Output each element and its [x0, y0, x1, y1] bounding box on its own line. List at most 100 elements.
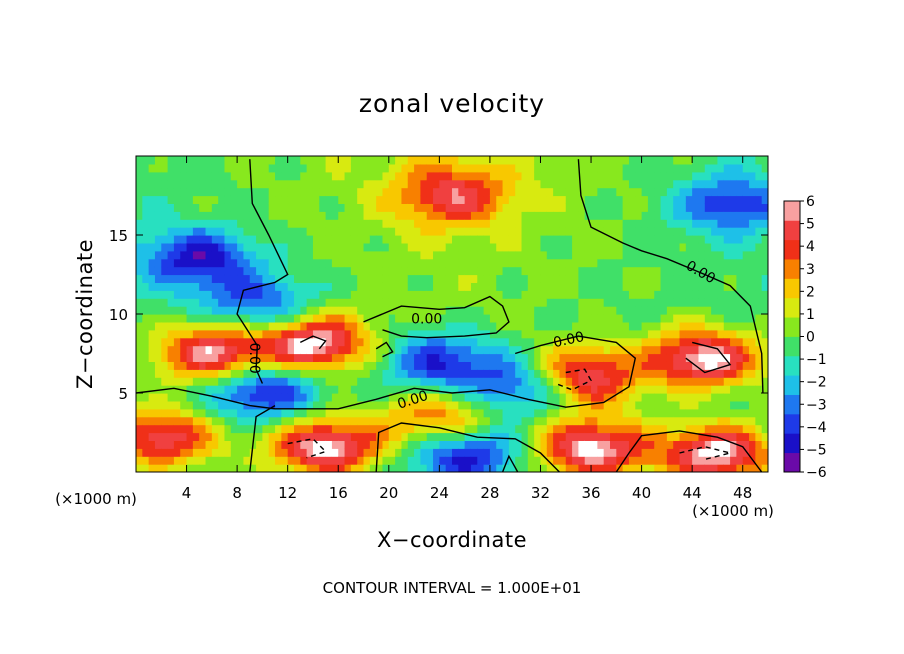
heatmap-cell [331, 211, 339, 220]
heatmap-cell [647, 314, 655, 323]
heatmap-cell [534, 227, 542, 236]
heatmap-cell [262, 227, 270, 236]
heatmap-cell [439, 195, 447, 204]
heatmap-cell [628, 235, 636, 244]
heatmap-cell [470, 298, 478, 307]
heatmap-cell [249, 179, 257, 189]
heatmap-cell [142, 432, 150, 441]
heatmap-cell [704, 179, 712, 189]
heatmap-cell [192, 408, 200, 418]
heatmap-cell [211, 314, 219, 323]
heatmap-cell [610, 321, 617, 331]
heatmap-cell [704, 448, 712, 457]
heatmap-cell [414, 203, 421, 212]
heatmap-cell [553, 163, 561, 173]
heatmap-cell [325, 156, 333, 165]
heatmap-cell [205, 163, 213, 173]
heatmap-cell [136, 282, 143, 291]
heatmap-cell [673, 361, 681, 370]
heatmap-cell [357, 361, 365, 370]
heatmap-cell [521, 408, 529, 418]
heatmap-cell [546, 464, 554, 472]
heatmap-cell [483, 227, 491, 236]
heatmap-cell [483, 242, 491, 252]
heatmap-cell [534, 448, 542, 457]
heatmap-cell [281, 385, 289, 394]
heatmap-cell [477, 345, 485, 355]
heatmap-cell [173, 203, 181, 212]
heatmap-cell [508, 235, 516, 244]
heatmap-cell [534, 163, 542, 173]
heatmap-cell [635, 219, 643, 228]
heatmap-cell [281, 393, 289, 402]
heatmap-cell [287, 203, 295, 212]
colorbar-label: −5 [806, 442, 827, 458]
heatmap-cell [414, 235, 421, 244]
heatmap-cell [515, 171, 523, 181]
heatmap-cell [616, 179, 624, 189]
heatmap-cell [395, 400, 403, 410]
heatmap-cell [256, 337, 263, 347]
heatmap-cell [357, 345, 365, 355]
colorbar-label: −3 [806, 397, 827, 413]
heatmap-cell [584, 219, 592, 228]
heatmap-cell [458, 227, 466, 236]
heatmap-cell [136, 440, 143, 449]
heatmap-cell [508, 385, 516, 394]
heatmap-cell [515, 203, 523, 212]
heatmap-cell [635, 353, 643, 362]
heatmap-cell [224, 345, 232, 355]
heatmap-cell [730, 321, 737, 331]
heatmap-cell [180, 377, 188, 386]
heatmap-cell [572, 385, 579, 394]
heatmap-cell [388, 337, 396, 347]
heatmap-cell [761, 337, 768, 347]
heatmap-cell [698, 298, 706, 307]
heatmap-cell [508, 250, 516, 260]
heatmap-cell [654, 306, 662, 315]
heatmap-cell [211, 227, 219, 236]
heatmap-cell [287, 306, 295, 315]
heatmap-cell [572, 266, 579, 276]
heatmap-cell [312, 195, 320, 204]
heatmap-cell [527, 282, 535, 291]
heatmap-cell [287, 393, 295, 402]
heatmap-cell [647, 179, 655, 189]
heatmap-cell [249, 298, 257, 307]
heatmap-cell [414, 345, 421, 355]
heatmap-cell [262, 416, 270, 426]
heatmap-cell [559, 408, 567, 418]
heatmap-cell [306, 235, 314, 244]
heatmap-cell [464, 219, 472, 228]
heatmap-cell [717, 242, 725, 252]
heatmap-cell [205, 337, 213, 347]
heatmap-cell [350, 163, 358, 173]
heatmap-cell [603, 306, 611, 315]
heatmap-cell [610, 432, 617, 441]
heatmap-cell [350, 385, 358, 394]
heatmap-cell [395, 298, 403, 307]
heatmap-cell [521, 274, 529, 283]
x-tick-label: 44 [683, 484, 702, 502]
heatmap-cell [755, 227, 763, 236]
heatmap-cell [161, 464, 169, 472]
heatmap-cell [161, 393, 169, 402]
heatmap-cell [660, 345, 668, 355]
heatmap-cell [281, 298, 289, 307]
heatmap-cell [148, 266, 156, 276]
heatmap-cell [597, 464, 605, 472]
heatmap-cell [388, 211, 396, 220]
heatmap-cell [395, 393, 403, 402]
heatmap-cell [616, 219, 624, 228]
heatmap-cell [508, 290, 516, 299]
heatmap-cell [685, 448, 693, 457]
heatmap-cell [224, 321, 232, 331]
heatmap-cell [224, 306, 232, 315]
heatmap-cell [256, 345, 263, 355]
heatmap-cell [470, 211, 478, 220]
heatmap-cell [736, 203, 744, 212]
heatmap-cell [749, 156, 756, 165]
heatmap-cell [376, 353, 384, 362]
heatmap-cell [736, 179, 744, 189]
heatmap-cell [641, 369, 649, 378]
